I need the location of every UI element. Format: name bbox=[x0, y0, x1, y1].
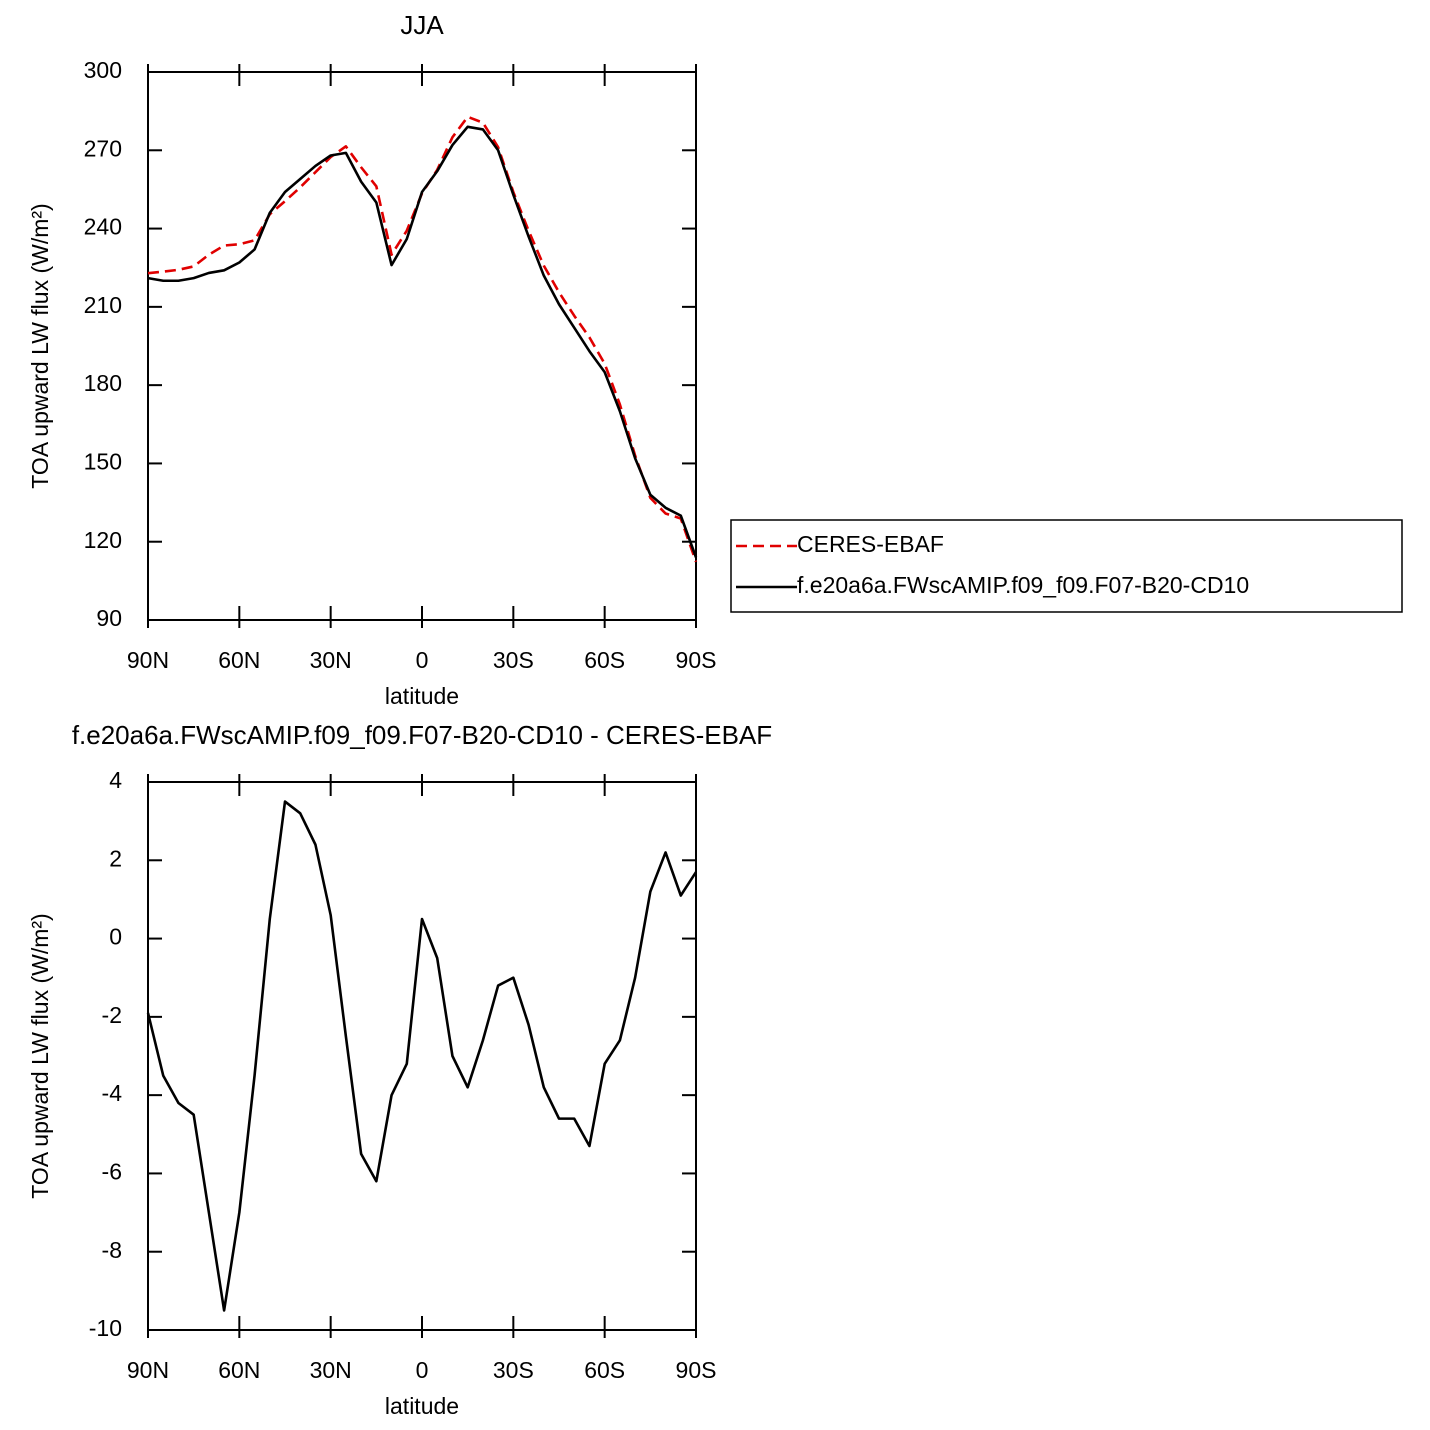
y-tick-label: 2 bbox=[109, 845, 122, 871]
y-tick-label: 300 bbox=[84, 57, 122, 83]
x-tick-label: 30S bbox=[493, 647, 534, 673]
x-tick-label: 90N bbox=[127, 1357, 169, 1383]
x-tick-label: 90S bbox=[676, 1357, 717, 1383]
data-line bbox=[147, 125, 698, 558]
y-tick-label: 90 bbox=[96, 605, 122, 631]
y-tick-label: 180 bbox=[84, 370, 122, 396]
y-tick-label: 240 bbox=[84, 214, 122, 240]
y-axis-label: TOA upward LW flux (W/m²) bbox=[27, 203, 53, 488]
x-tick-label: 30N bbox=[310, 1357, 352, 1383]
legend-box bbox=[730, 519, 1403, 613]
y-tick-label: 0 bbox=[109, 924, 122, 950]
x-tick-label: 90S bbox=[676, 647, 717, 673]
chart-title: JJA bbox=[400, 10, 444, 40]
y-tick-label: -2 bbox=[102, 1002, 122, 1028]
plot-frame bbox=[147, 781, 697, 1331]
y-tick-label: 270 bbox=[84, 135, 122, 161]
x-tick-label: 60S bbox=[584, 647, 625, 673]
x-tick-label: 60N bbox=[218, 1357, 260, 1383]
x-axis-label: latitude bbox=[385, 1393, 459, 1419]
y-axis-label: TOA upward LW flux (W/m²) bbox=[27, 913, 53, 1198]
y-tick-label: -4 bbox=[102, 1080, 123, 1106]
x-tick-label: 60S bbox=[584, 1357, 625, 1383]
y-tick-label: 4 bbox=[109, 767, 122, 793]
x-tick-label: 0 bbox=[416, 1357, 429, 1383]
y-tick-label: -10 bbox=[89, 1315, 122, 1341]
x-axis-label: latitude bbox=[385, 683, 459, 709]
x-tick-label: 30S bbox=[493, 1357, 534, 1383]
data-line bbox=[146, 800, 698, 1312]
data-line bbox=[147, 115, 698, 563]
y-tick-label: 150 bbox=[84, 449, 122, 475]
chart-title: f.e20a6a.FWscAMIP.f09_f09.F07-B20-CD10 -… bbox=[72, 720, 772, 750]
x-tick-label: 90N bbox=[127, 647, 169, 673]
x-tick-label: 0 bbox=[416, 647, 429, 673]
plot-frame bbox=[147, 71, 697, 621]
y-tick-label: -8 bbox=[102, 1237, 122, 1263]
y-tick-label: 120 bbox=[84, 527, 122, 553]
x-tick-label: 60N bbox=[218, 647, 260, 673]
legend-label: f.e20a6a.FWscAMIP.f09_f09.F07-B20-CD10 bbox=[797, 572, 1249, 598]
y-tick-label: -6 bbox=[102, 1159, 122, 1185]
y-tick-label: 210 bbox=[84, 292, 122, 318]
x-tick-label: 30N bbox=[310, 647, 352, 673]
legend-label: CERES-EBAF bbox=[797, 531, 944, 557]
